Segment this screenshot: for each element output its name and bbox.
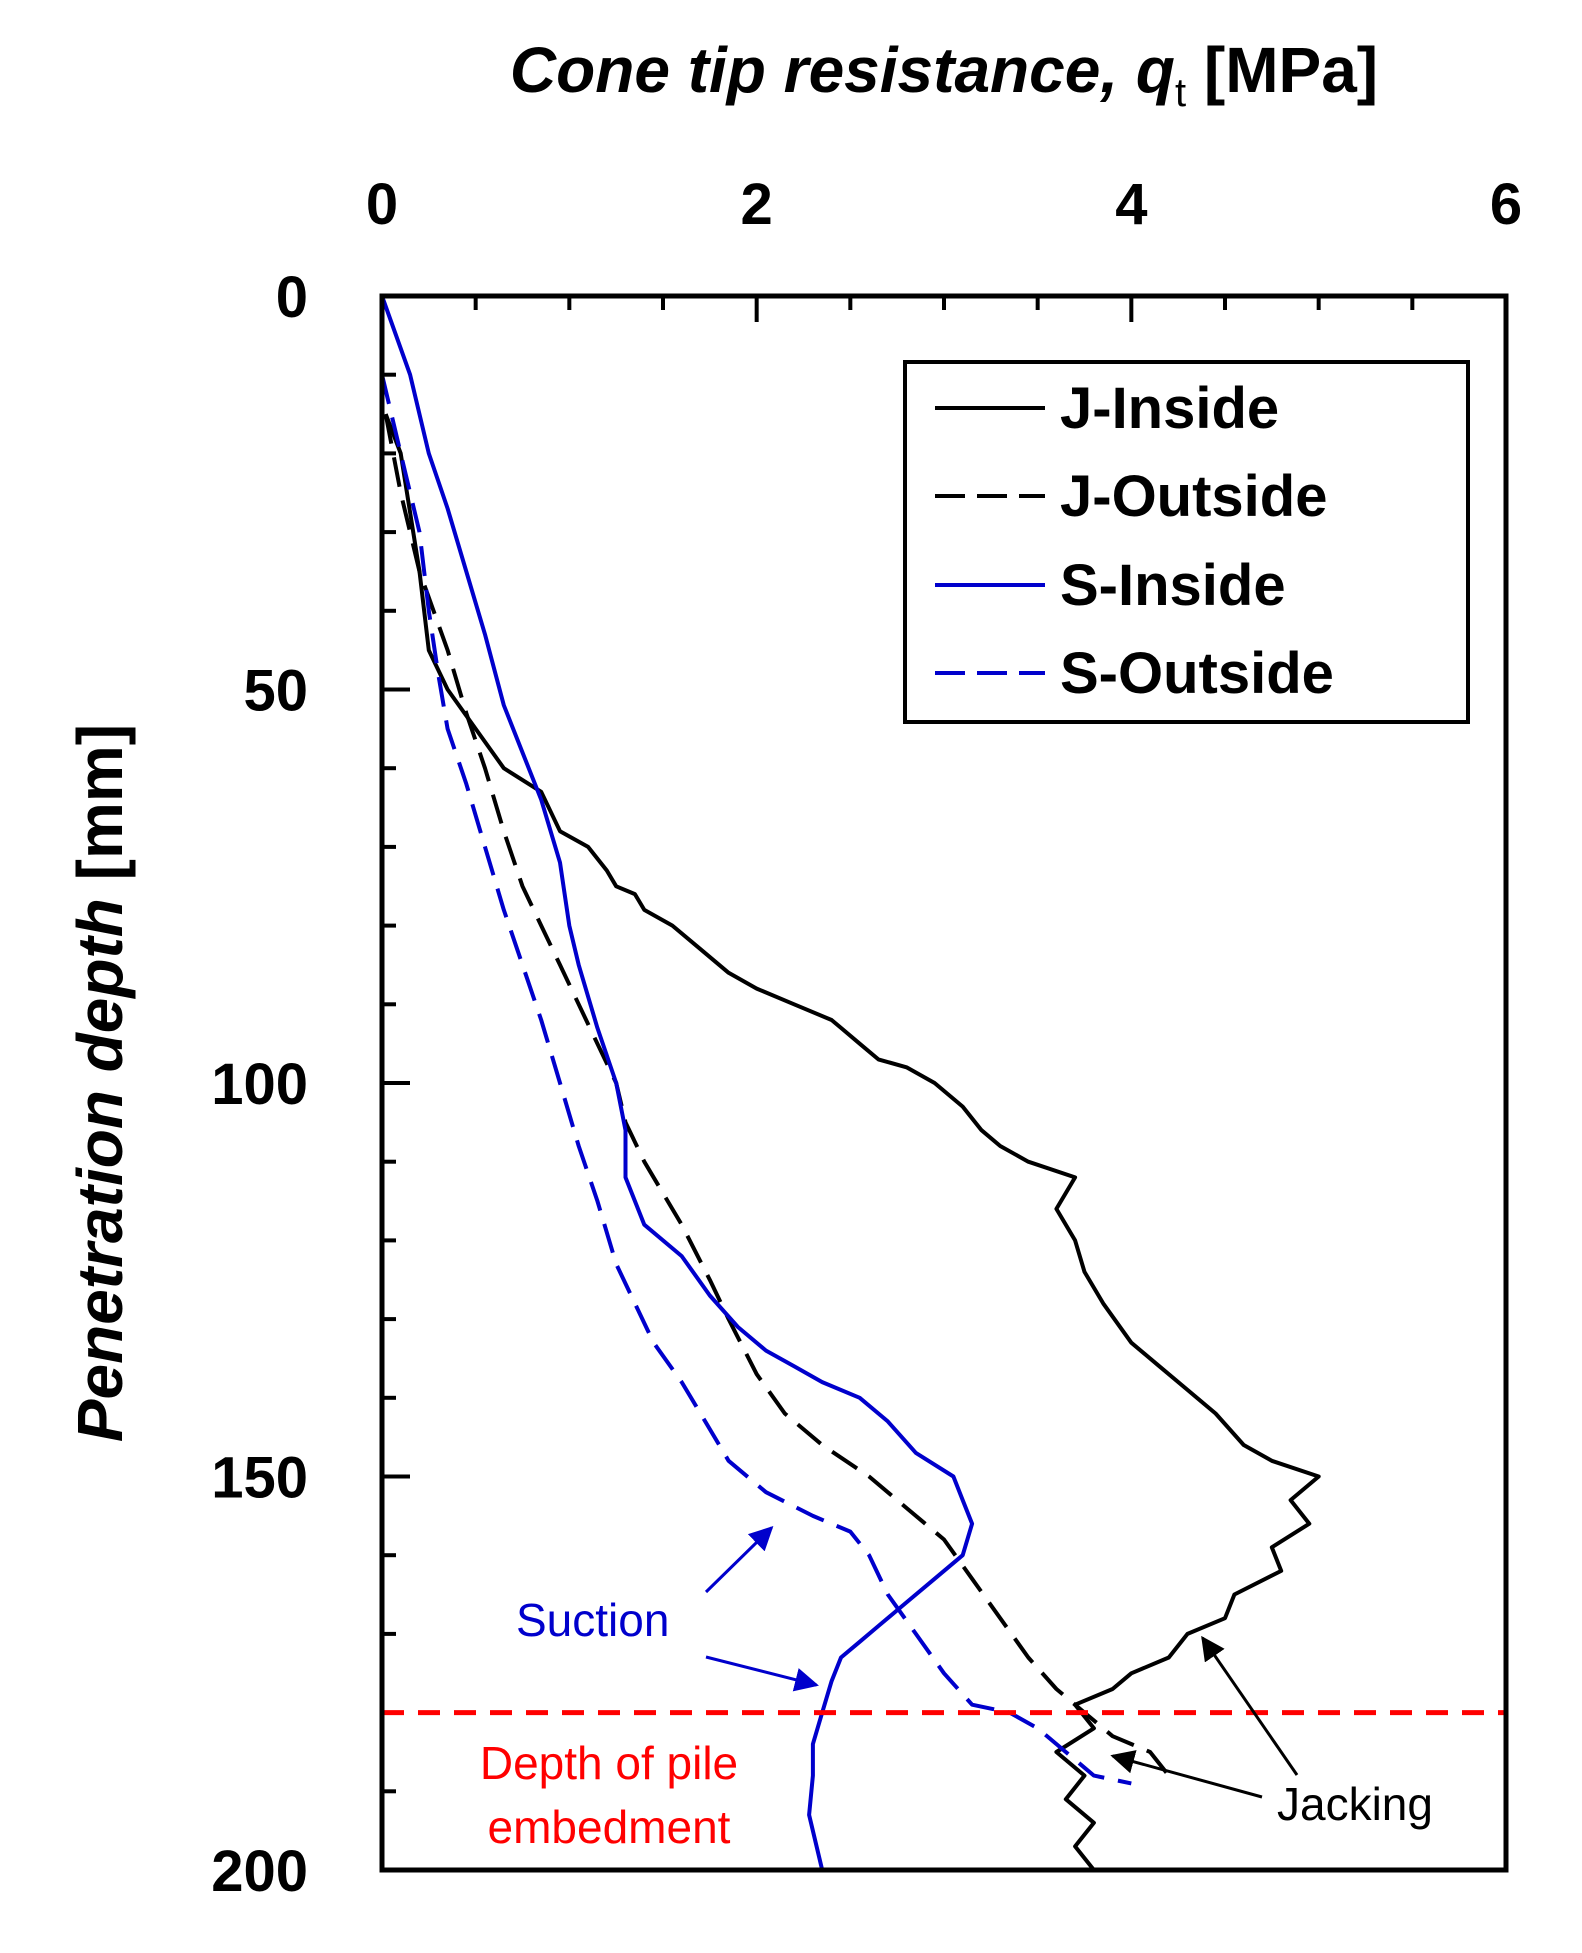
series-s-inside (382, 296, 975, 1870)
legend-label-s-outside: S-Outside (1060, 641, 1334, 706)
plot-frame (379, 293, 1509, 1873)
annotation-arrow-jacking-1 (1201, 1635, 1299, 1776)
annotation-embedment-line2: embedment (488, 1801, 731, 1853)
x-tick-label: 0 (366, 172, 398, 237)
x-tick-label: 2 (741, 172, 773, 237)
x-axis-title-unit: [MPa] (1186, 34, 1378, 106)
series-layer (382, 296, 1321, 1870)
annotation-suction: Suction (516, 1594, 669, 1646)
x-axis-title-subscript: t (1175, 71, 1186, 115)
series-s-outside (382, 374, 1132, 1786)
y-axis-title: Penetration depth [mm] (64, 724, 136, 1442)
y-axis-title-main: Penetration depth (64, 898, 136, 1442)
y-tick-label: 50 (243, 659, 308, 724)
y-axis-title-unit: [mm] (64, 724, 136, 898)
legend-label-j-inside: J-Inside (1060, 376, 1279, 441)
annotation-arrow-jacking-2 (1110, 1750, 1263, 1799)
x-axis-title-main: Cone tip resistance, (510, 34, 1136, 106)
series-j-inside (383, 413, 1321, 1870)
y-tick-label: 150 (211, 1446, 308, 1511)
legend: J-Inside J-Outside S-Inside S-Outside (903, 360, 1470, 724)
x-axis-ticks: 0 2 4 6 (366, 172, 1522, 322)
annotation-jacking: Jacking (1277, 1778, 1433, 1830)
y-tick-label: 100 (211, 1052, 308, 1117)
legend-label-s-inside: S-Inside (1060, 553, 1286, 618)
y-tick-label: 200 (211, 1839, 308, 1904)
x-axis-title-symbol: q (1136, 34, 1175, 106)
legend-label-j-outside: J-Outside (1060, 464, 1328, 529)
y-tick-label: 0 (276, 265, 308, 330)
annotation-arrow-suction-2 (705, 1655, 819, 1692)
annotation-embedment-line1: Depth of pile (480, 1737, 738, 1789)
x-tick-label: 6 (1490, 172, 1522, 237)
x-axis-title: Cone tip resistance, qt [MPa] (510, 34, 1378, 115)
annotation-arrow-suction-1 (704, 1525, 774, 1594)
x-tick-label: 4 (1115, 172, 1147, 237)
legend-box (903, 360, 1470, 724)
series-j-outside (383, 413, 1171, 1777)
annotations: Suction Jacking Depth of pile embedment (480, 1525, 1433, 1853)
y-axis-ticks: 0 50 100 150 200 (211, 265, 410, 1904)
